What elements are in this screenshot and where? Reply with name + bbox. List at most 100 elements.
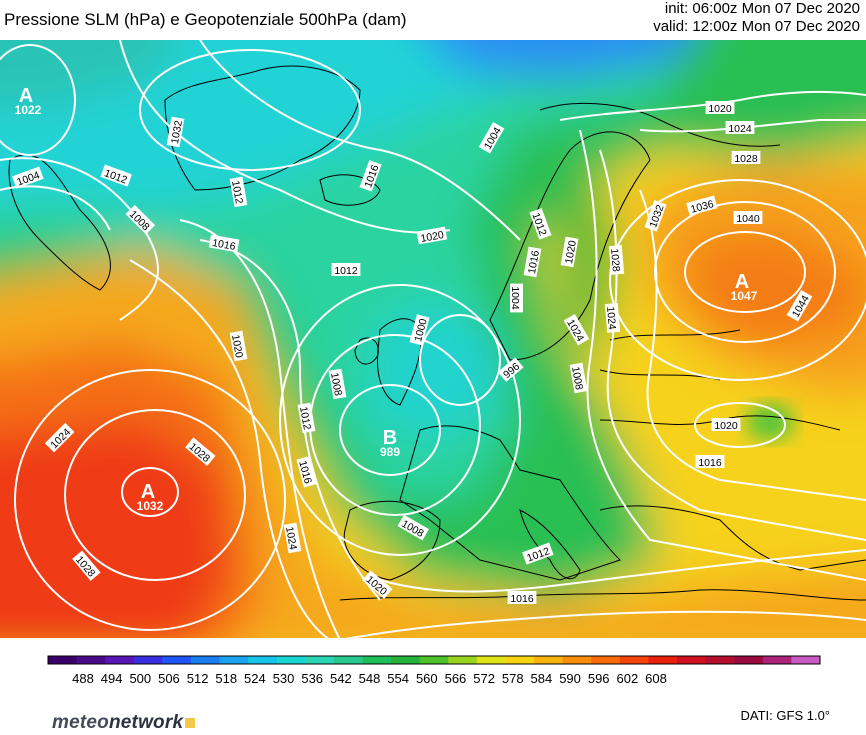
isobar-1024-east xyxy=(579,129,866,581)
isobar-label-text: 1020 xyxy=(420,229,445,245)
color-scale-cell xyxy=(677,656,707,664)
color-scale-cell xyxy=(276,656,306,664)
weather-map: A 1022 A 1032 B 989 A 1047 1004 101210081… xyxy=(0,40,866,638)
isobar-1016-north xyxy=(199,40,521,241)
coastlines xyxy=(8,65,866,601)
isobar-label: 1016 xyxy=(507,591,537,605)
color-scale-ticks: 488 494 500 506 512 518 524 530 536 542 548 554 560 5… xyxy=(72,671,667,686)
isobar-label: 1020 xyxy=(416,226,448,245)
isobar-1028-east xyxy=(599,149,866,541)
isobar-labels: 1004 1012 1008 1016 1012 1020 1016 1012 1008 1000… xyxy=(12,101,813,605)
color-scale-cell xyxy=(591,656,621,664)
color-scale-cell xyxy=(76,656,106,664)
color-scale-tick: 524 xyxy=(244,671,266,686)
color-scale-cell xyxy=(705,656,735,664)
color-scale-tick: 596 xyxy=(588,671,610,686)
isobar-label-text: 1024 xyxy=(604,306,618,330)
color-scale-cell xyxy=(162,656,192,664)
isobar-label: 1008 xyxy=(328,368,347,400)
color-scale-cell xyxy=(448,656,478,664)
isobar-label-text: 1016 xyxy=(296,459,314,485)
data-source: DATI: GFS 1.0° xyxy=(740,708,830,723)
color-scale-cell xyxy=(734,656,764,664)
isobar-label-text: 1008 xyxy=(569,366,585,391)
valid-time: valid: 12:00z Mon 07 Dec 2020 xyxy=(653,18,860,35)
color-scale-cell xyxy=(219,656,249,664)
color-scale-tick: 494 xyxy=(101,671,123,686)
color-scale-cell xyxy=(333,656,364,664)
isobar-label: 1036 xyxy=(686,195,718,216)
color-scale-tick: 536 xyxy=(301,671,323,686)
isobar-label-text: 1024 xyxy=(283,526,299,551)
color-scale-tick: 542 xyxy=(330,671,352,686)
color-scale-cell xyxy=(791,656,821,664)
color-scale-tick: 488 xyxy=(72,671,94,686)
isobar-label-text: 1020 xyxy=(229,334,245,359)
color-scale-tick: 500 xyxy=(129,671,151,686)
center-low-label: B xyxy=(383,427,397,449)
isobar-high-1036 xyxy=(609,179,866,381)
color-scale-cell xyxy=(476,656,506,664)
isobar-1012-west xyxy=(199,239,381,601)
isobar-label: 1012 xyxy=(297,402,316,434)
color-scale-cell xyxy=(534,656,564,664)
isobar-label: 1028 xyxy=(731,151,761,165)
center-high-label: A xyxy=(19,85,33,107)
isobar-label: 1012 xyxy=(229,176,248,208)
color-scale-tick: 602 xyxy=(616,671,638,686)
isobar-label: 1020 xyxy=(705,101,735,115)
color-scale-cell xyxy=(48,656,78,664)
local-green-patch xyxy=(746,404,794,440)
isobar-label-text: 1036 xyxy=(689,198,715,216)
isobar-low-1 xyxy=(339,384,441,476)
isobar-label-text: 1028 xyxy=(734,153,758,165)
isobar-label-text: 1016 xyxy=(526,249,542,274)
isobar-label: 1016 xyxy=(695,455,725,469)
isobar-label: 1024 xyxy=(283,522,302,554)
color-scale-tick: 566 xyxy=(445,671,467,686)
center-high-value: 1022 xyxy=(15,103,42,117)
center-high-value: 1032 xyxy=(137,499,164,513)
color-scale-tick: 590 xyxy=(559,671,581,686)
isobar-label: 1016 xyxy=(208,234,240,253)
color-scale-tick: 530 xyxy=(273,671,295,686)
isobar-label: 1032 xyxy=(166,116,185,148)
isobar-1012-north xyxy=(119,40,451,234)
color-scale-cell xyxy=(419,656,449,664)
isobar-label-text: 1016 xyxy=(211,237,236,253)
isobar-label: 1020 xyxy=(560,236,579,268)
isobar-label: 1000 xyxy=(409,314,430,346)
isobar-high-1032 xyxy=(121,467,179,517)
isobar-label-text: 1024 xyxy=(728,123,752,135)
isobar-label: 1004 xyxy=(509,283,523,313)
map-title: Pressione SLM (hPa) e Geopotenziale 500h… xyxy=(4,10,407,29)
color-scale-cell xyxy=(362,656,392,664)
color-scale-tick: 578 xyxy=(502,671,524,686)
isobar-label: 1012 xyxy=(331,263,361,277)
isobar-label: 1016 xyxy=(523,246,542,278)
color-scale-cell xyxy=(133,656,163,664)
isobar-label-text: 1032 xyxy=(169,119,185,144)
isobar-label-text: 1012 xyxy=(334,265,358,277)
isobar-label: 1028 xyxy=(608,245,625,275)
color-scale-cell xyxy=(190,656,221,664)
center-high-value: 1047 xyxy=(731,289,758,303)
color-scale-cell xyxy=(619,656,649,664)
isobar-label: 1040 xyxy=(733,211,763,225)
color-scale-tick: 560 xyxy=(416,671,438,686)
isobar-label-text: 1008 xyxy=(328,372,344,397)
init-time: init: 06:00z Mon 07 Dec 2020 xyxy=(664,0,860,17)
isobar-label-text: 1020 xyxy=(563,239,579,264)
isobar-high-1044 xyxy=(684,231,806,313)
isobar-label-text: 1004 xyxy=(509,286,521,310)
isobar-label-text: 1012 xyxy=(297,406,313,431)
isobar-label: 1020 xyxy=(711,418,741,432)
color-scale-tick: 584 xyxy=(531,671,553,686)
isobar-label-text: 1000 xyxy=(412,317,430,343)
isobar-1032-east xyxy=(639,189,866,501)
isobar-label: 1008 xyxy=(569,362,588,394)
isobar-1020-hungary xyxy=(694,402,786,448)
color-scale-cell xyxy=(248,656,278,664)
isobar-1004-nw xyxy=(0,185,111,231)
isobar-label-text: 1016 xyxy=(510,593,534,605)
